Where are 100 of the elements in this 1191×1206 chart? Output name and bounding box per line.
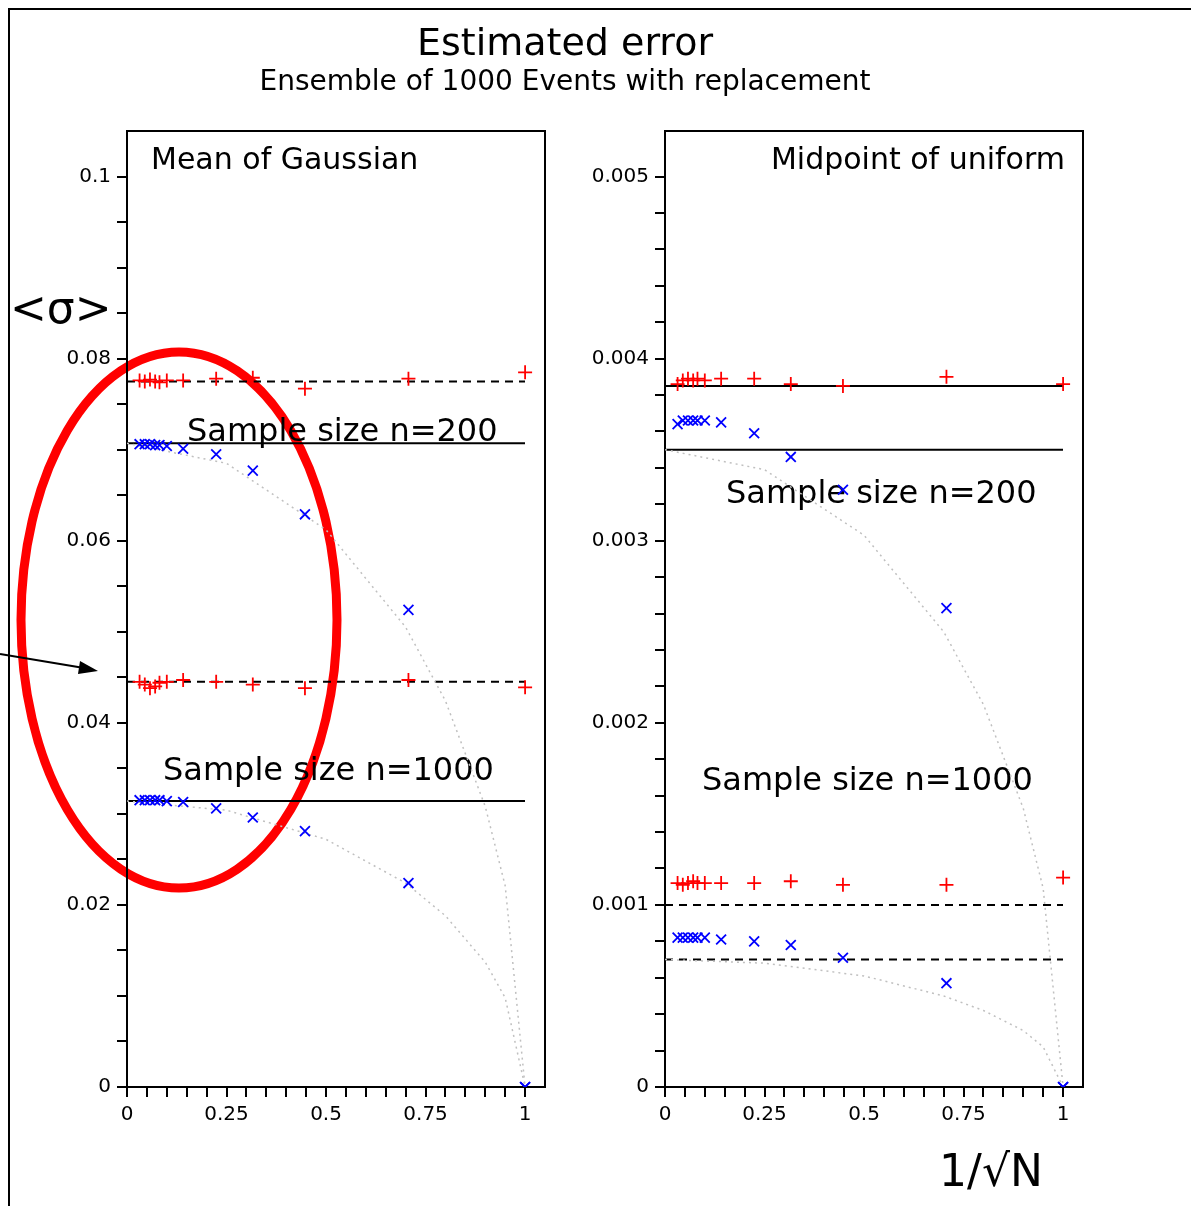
point — [208, 370, 225, 387]
point — [175, 672, 192, 688]
annotation: Mean of Gaussian — [151, 141, 419, 176]
y-tick-label: 0.08 — [66, 344, 111, 369]
point — [400, 672, 417, 688]
chart-subtitle: Ensemble of 1000 Events with replacement — [258, 64, 872, 97]
point — [676, 931, 689, 944]
point — [177, 442, 189, 455]
point — [177, 796, 189, 808]
point — [133, 794, 146, 807]
point — [748, 427, 761, 440]
x-tick-label: 0 — [658, 1101, 672, 1126]
point — [1055, 376, 1071, 393]
point — [210, 802, 223, 815]
y-tick-label: 0 — [98, 1073, 111, 1098]
y-tick-label: 0.1 — [79, 162, 111, 187]
point — [246, 811, 259, 824]
x-tick-label: 1 — [518, 1101, 532, 1126]
x-tick-label: 0.5 — [848, 1101, 880, 1126]
point — [147, 678, 164, 695]
point — [400, 370, 417, 387]
point — [153, 794, 166, 807]
point — [940, 602, 953, 614]
point — [158, 673, 175, 690]
point — [687, 414, 699, 427]
x-tick-label: 0 — [120, 1101, 134, 1126]
y-tick-label: 0.04 — [66, 709, 111, 734]
x-tick-label: 0.25 — [742, 1101, 787, 1126]
point — [676, 414, 689, 427]
y-tick-label: 0.02 — [66, 891, 111, 916]
point — [299, 825, 311, 838]
point — [782, 376, 799, 393]
point — [299, 508, 311, 521]
point — [696, 875, 713, 891]
point — [746, 875, 763, 891]
point — [402, 877, 415, 889]
point — [669, 376, 686, 393]
point — [160, 795, 173, 807]
point — [698, 414, 711, 427]
point — [835, 378, 851, 394]
point — [685, 873, 702, 890]
point — [517, 364, 533, 381]
point — [671, 931, 684, 944]
point — [133, 438, 146, 451]
point — [244, 676, 261, 693]
point — [142, 371, 158, 388]
point — [715, 933, 727, 946]
point — [837, 951, 849, 964]
point — [151, 374, 168, 391]
point — [246, 464, 259, 477]
point — [782, 873, 799, 890]
point — [138, 438, 151, 451]
point — [715, 416, 727, 429]
point — [713, 370, 730, 387]
point — [748, 935, 761, 948]
point — [746, 370, 763, 387]
annotation: Midpoint of uniform — [770, 141, 1065, 176]
point — [682, 931, 694, 944]
point — [297, 380, 313, 397]
x-tick-label: 0.75 — [941, 1101, 986, 1126]
annotation: Sample size n=200 — [726, 473, 1037, 511]
annotation: Sample size n=1000 — [702, 760, 1033, 798]
point — [938, 368, 955, 385]
point — [682, 414, 694, 427]
y-tick-label: 0.002 — [591, 709, 649, 734]
point — [938, 876, 955, 893]
point — [151, 674, 168, 691]
x-tick-label: 1 — [1056, 1101, 1070, 1126]
point — [689, 370, 706, 387]
point — [402, 604, 415, 616]
point — [674, 876, 691, 893]
y-tick-label: 0.001 — [591, 891, 649, 916]
x-tick-label: 0.5 — [310, 1101, 342, 1126]
y-tick-label: 0.06 — [66, 526, 111, 551]
point — [138, 794, 151, 807]
y-tick-label: 0.005 — [591, 162, 649, 187]
x-tick-label: 0.75 — [403, 1101, 448, 1126]
point — [160, 440, 173, 452]
point — [691, 414, 704, 427]
point — [691, 931, 704, 944]
point — [696, 372, 713, 389]
point — [149, 439, 161, 451]
point — [784, 939, 797, 951]
point — [1055, 869, 1071, 886]
point — [713, 875, 730, 891]
point — [835, 876, 851, 893]
point — [517, 679, 533, 696]
point — [144, 794, 156, 807]
point — [687, 931, 699, 944]
chart-title: Estimated error — [415, 20, 714, 64]
y-tick-label: 0 — [636, 1073, 649, 1098]
point — [158, 372, 175, 389]
point — [153, 439, 166, 451]
point — [698, 931, 711, 944]
y-axis-title: <σ> — [10, 282, 112, 333]
y-tick-label: 0.003 — [591, 526, 649, 551]
point — [297, 680, 313, 697]
point — [940, 977, 953, 990]
point — [144, 438, 156, 451]
x-axis-title: 1/√N — [938, 1145, 1044, 1196]
